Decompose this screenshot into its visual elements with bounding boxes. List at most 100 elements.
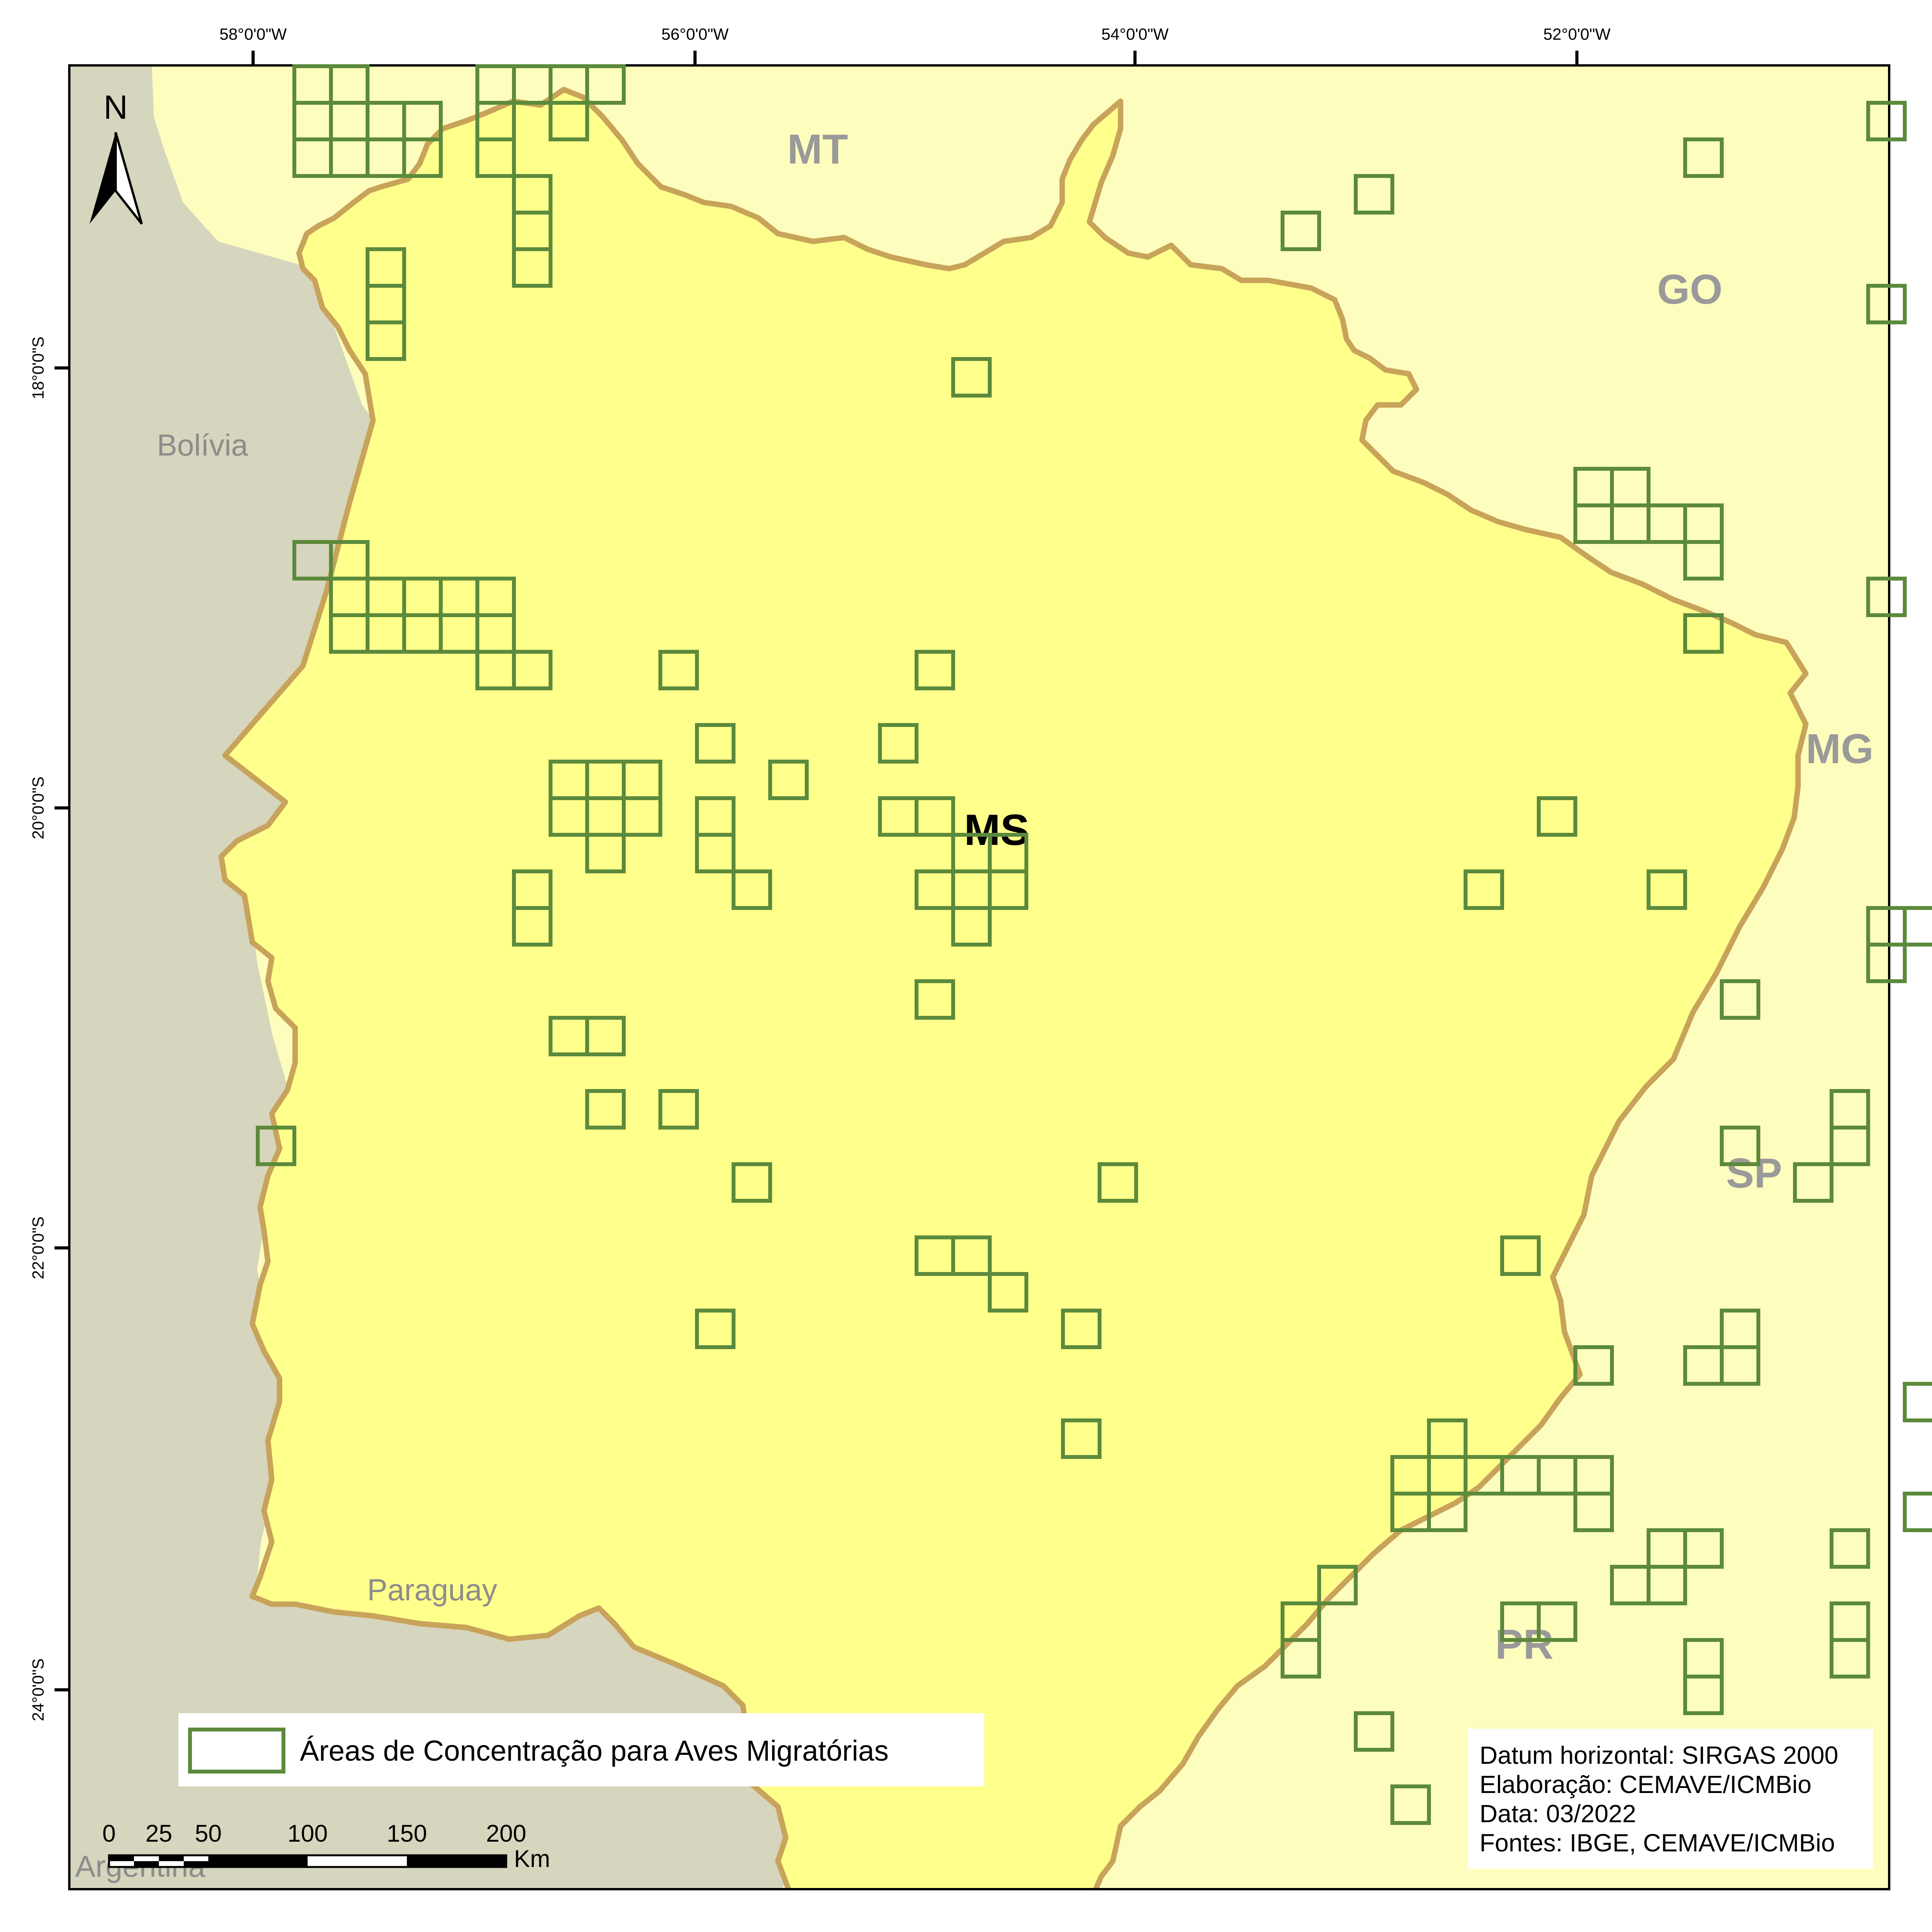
concentration-cell [1903, 906, 1932, 947]
concentration-cell [1098, 1162, 1138, 1203]
concentration-cell [1537, 1601, 1577, 1642]
concentration-cell [732, 1162, 772, 1203]
concentration-cell [1720, 979, 1760, 1020]
concentration-cell [732, 869, 772, 910]
concentration-cell [951, 1235, 992, 1276]
country-label-paraguay: Paraguay [367, 1573, 497, 1607]
concentration-cell [622, 796, 662, 837]
concentration-cell [585, 833, 626, 873]
map-frame [68, 64, 1890, 1890]
concentration-cell [1866, 943, 1907, 983]
concentration-cell [1061, 1309, 1101, 1349]
concentration-cell [1830, 1528, 1870, 1569]
concentration-cell [988, 869, 1028, 910]
concentration-cell [695, 723, 735, 764]
concentration-cell [1647, 869, 1687, 910]
state-label-mg: MG [1806, 725, 1874, 772]
north-arrow-icon [90, 132, 116, 224]
north-arrow: N [90, 89, 143, 225]
north-arrow-label: N [104, 89, 128, 126]
concentration-cell [1500, 1235, 1541, 1276]
state-label-pr: PR [1495, 1621, 1554, 1668]
concentration-cell [1903, 1492, 1932, 1532]
scale-tick-50: 50 [195, 1820, 222, 1847]
concentration-cell [1683, 613, 1724, 654]
concentration-cell [915, 796, 955, 837]
concentration-cell [512, 247, 553, 288]
graticule-ticks [55, 51, 1578, 1691]
state-label-ms: MS [964, 806, 1029, 854]
concentration-cell [951, 906, 992, 947]
migratory-bird-cells [256, 64, 1932, 1825]
concentration-cell [658, 1089, 699, 1130]
info-datum: Datum horizontal: SIRGAS 2000 [1480, 1741, 1838, 1769]
lon-label-58: 58°0'0"W [220, 25, 287, 43]
concentration-cell [695, 1309, 735, 1349]
concentration-cell [1683, 1675, 1724, 1715]
state-label-go: GO [1657, 266, 1723, 313]
concentration-cell [1830, 1638, 1870, 1679]
concentration-cell [768, 760, 809, 800]
scale-tick-100: 100 [287, 1820, 327, 1847]
legend-swatch [188, 1728, 285, 1774]
scale-tick-25: 25 [146, 1820, 172, 1847]
info-fontes: Fontes: IBGE, CEMAVE/ICMBio [1480, 1829, 1835, 1857]
latitude-labels: 18°0'0"S 20°0'0"S 22°0'0"S 24°0'0"S [29, 336, 47, 1721]
concentration-cell [1390, 1784, 1431, 1825]
lat-label-20: 20°0'0"S [29, 776, 47, 839]
concentration-cell [1647, 1565, 1687, 1605]
concentration-cell [1866, 577, 1907, 617]
concentration-cell [1354, 1711, 1394, 1752]
country-label-bolivia: Bolívia [157, 428, 248, 462]
concentration-cell [512, 650, 553, 690]
legend: Áreas de Concentração para Aves Migratór… [178, 1713, 984, 1786]
concentration-cell [1866, 284, 1907, 324]
concentration-cell [256, 1126, 296, 1166]
concentration-cell [1683, 1345, 1724, 1386]
concentration-cell [988, 1272, 1028, 1313]
lat-label-24: 24°0'0"S [29, 1658, 47, 1721]
concentration-cell [1464, 869, 1504, 910]
concentration-cell [1866, 101, 1907, 141]
concentration-cell [951, 357, 992, 398]
concentration-cell [475, 137, 516, 178]
scale-tick-200: 200 [486, 1820, 526, 1847]
concentration-cell [1537, 796, 1577, 837]
concentration-cell [1720, 1126, 1760, 1166]
lat-label-22: 22°0'0"S [29, 1216, 47, 1279]
scale-tick-150: 150 [387, 1820, 427, 1847]
concentration-cell [878, 723, 918, 764]
concentration-cell [585, 64, 626, 105]
concentration-cell [1427, 1492, 1467, 1532]
state-label-sp: SP [1726, 1149, 1782, 1197]
info-box: Datum horizontal: SIRGAS 2000 Elaboração… [1468, 1729, 1873, 1869]
concentration-cell [1281, 1638, 1321, 1679]
concentration-cell [1683, 540, 1724, 581]
lon-label-52: 52°0'0"W [1543, 25, 1611, 43]
concentration-cell [915, 979, 955, 1020]
lat-label-18: 18°0'0"S [29, 336, 47, 399]
scale-tick-0: 0 [102, 1820, 116, 1847]
concentration-cell [402, 137, 443, 178]
foreign-region [69, 65, 1075, 1889]
concentration-cell [695, 833, 735, 873]
concentration-cell [915, 650, 955, 690]
concentration-cell [1317, 1565, 1358, 1605]
scale-bar: 0 25 50 100 150 200 Km [102, 1820, 550, 1872]
info-elaboracao: Elaboração: CEMAVE/ICMBio [1480, 1770, 1811, 1798]
concentration-cell [1061, 1418, 1101, 1459]
concentration-cell [1354, 174, 1394, 215]
concentration-cell [1793, 1162, 1833, 1203]
lon-label-54: 54°0'0"W [1101, 25, 1169, 43]
concentration-cell [1281, 211, 1321, 251]
lon-label-56: 56°0'0"W [662, 25, 729, 43]
info-data: Data: 03/2022 [1480, 1800, 1636, 1828]
concentration-cell [1573, 1345, 1614, 1386]
concentration-cell [585, 1016, 626, 1056]
concentration-cell [658, 650, 699, 690]
concentration-cell [512, 906, 553, 947]
state-label-mt: MT [787, 125, 848, 172]
legend-item-label: Áreas de Concentração para Aves Migratór… [300, 1735, 889, 1767]
concentration-cell [366, 320, 406, 361]
